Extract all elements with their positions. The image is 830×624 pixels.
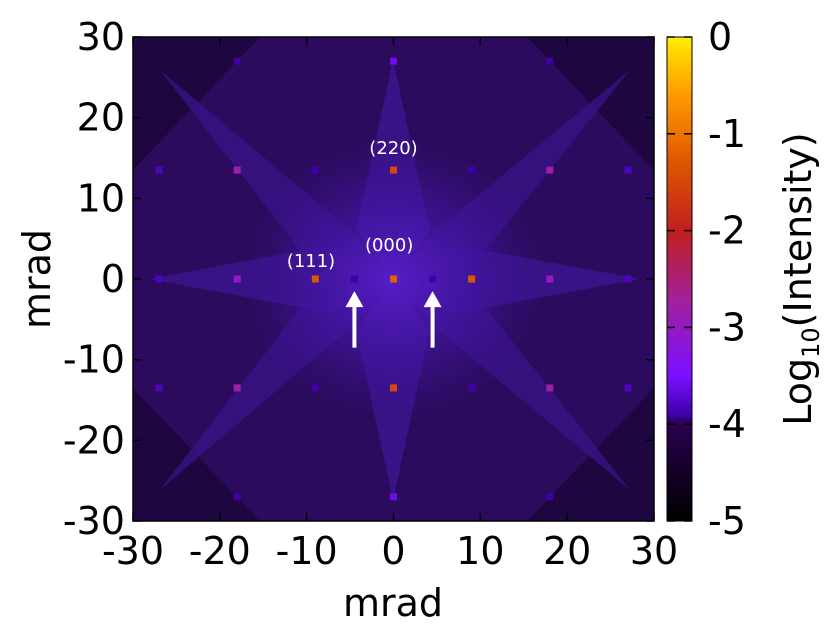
y-axis-label: mrad bbox=[15, 229, 59, 329]
spot-annotation: (220) bbox=[369, 138, 417, 159]
x-tick-label: 30 bbox=[630, 529, 678, 573]
spot-annotation: (111) bbox=[287, 251, 335, 272]
diffraction-spot bbox=[546, 166, 554, 174]
diffraction-spot bbox=[155, 384, 163, 392]
diffraction-spot bbox=[546, 57, 554, 65]
diffraction-spot bbox=[233, 275, 241, 283]
diffraction-spot bbox=[468, 166, 476, 174]
colorbar-tick-label: 0 bbox=[708, 15, 732, 59]
diffraction-spot bbox=[233, 166, 241, 174]
diffraction-spot bbox=[624, 166, 632, 174]
colorbar-tick-label: -5 bbox=[708, 499, 746, 543]
diffraction-spot bbox=[233, 493, 241, 501]
y-tick-label: 10 bbox=[77, 176, 125, 220]
diffraction-spot bbox=[546, 384, 554, 392]
colorbar-label-prefix: Log bbox=[776, 358, 820, 426]
diffraction-spot bbox=[350, 275, 358, 283]
diffraction-spot bbox=[468, 384, 476, 392]
diffraction-spot bbox=[155, 166, 163, 174]
colorbar-label-suffix: (Intensity) bbox=[776, 132, 820, 327]
diffraction-spot bbox=[624, 275, 632, 283]
diffraction-spot bbox=[155, 275, 163, 283]
diffraction-spot bbox=[233, 384, 241, 392]
colorbar-ticks: 0 -1 -2 -3 -4 -5 bbox=[667, 15, 746, 543]
y-tick-label: 20 bbox=[77, 96, 125, 140]
y-axis-ticks: 30 20 10 0 -10 -20 -30 bbox=[63, 15, 654, 543]
x-tick-label: -30 bbox=[102, 529, 164, 573]
x-tick-label: 20 bbox=[543, 529, 591, 573]
diffraction-spot bbox=[468, 275, 476, 283]
x-tick-label: 10 bbox=[456, 529, 504, 573]
arrow-head bbox=[345, 291, 364, 308]
arrow-head bbox=[423, 291, 442, 308]
diffraction-spot bbox=[390, 166, 397, 174]
diffraction-spot bbox=[390, 384, 397, 392]
y-tick-label: 0 bbox=[101, 257, 125, 301]
diffraction-spot bbox=[429, 275, 437, 283]
diffraction-spot bbox=[390, 275, 397, 283]
colorbar-label: Log10(Intensity) bbox=[776, 132, 825, 425]
diffraction-spot bbox=[311, 166, 319, 174]
diffraction-spots bbox=[155, 57, 632, 501]
colorbar-tick-label: -4 bbox=[708, 402, 746, 446]
spot-annotation: (000) bbox=[365, 235, 413, 256]
x-axis-ticks: -30 -20 -10 0 10 20 30 bbox=[102, 37, 678, 573]
diffraction-spot bbox=[390, 57, 397, 65]
colorbar-tick-label: -1 bbox=[708, 112, 746, 156]
x-tick-label: 0 bbox=[381, 529, 405, 573]
y-tick-label: -30 bbox=[63, 499, 125, 543]
diffraction-spot bbox=[311, 275, 319, 283]
y-tick-label: -10 bbox=[63, 338, 125, 382]
diffraction-spot bbox=[390, 493, 397, 501]
colorbar-tick-label: -3 bbox=[708, 305, 746, 349]
diffraction-spot bbox=[624, 384, 632, 392]
colorbar-tick-label: -2 bbox=[708, 209, 746, 253]
colorbar-label-subscript: 10 bbox=[797, 327, 825, 358]
x-axis-label: mrad bbox=[343, 581, 443, 624]
diffraction-spot bbox=[546, 493, 554, 501]
y-tick-label: 30 bbox=[77, 15, 125, 59]
annotations: (220) (111) (000) bbox=[287, 138, 418, 272]
diffraction-spot bbox=[233, 57, 241, 65]
arrows bbox=[345, 291, 442, 348]
x-tick-label: -10 bbox=[276, 529, 338, 573]
diffraction-spot bbox=[311, 384, 319, 392]
x-tick-label: -20 bbox=[189, 529, 251, 573]
y-tick-label: -20 bbox=[63, 418, 125, 462]
colorbar bbox=[666, 36, 693, 522]
diffraction-spot bbox=[546, 275, 554, 283]
plot-area bbox=[133, 37, 654, 521]
